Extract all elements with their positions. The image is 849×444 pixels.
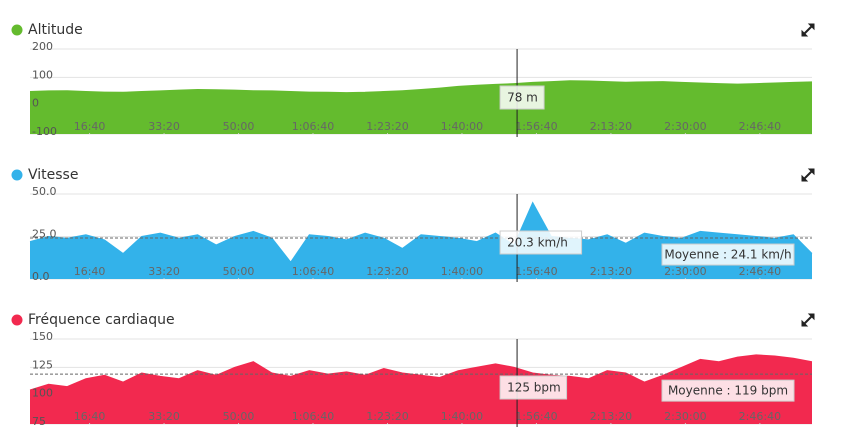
mean-label-box [661, 379, 795, 402]
x-tick-label: 1:23:20 [366, 265, 408, 278]
x-tick-label: 1:40:00 [441, 265, 483, 278]
x-tick-label: 1:23:20 [366, 120, 408, 133]
x-tick-label: 2:30:00 [664, 120, 706, 133]
x-tick-label: 1:06:40 [292, 265, 334, 278]
x-tick-label: 1:56:40 [515, 410, 557, 423]
x-tick-label: 1:06:40 [292, 410, 334, 423]
y-tick-label: -100 [32, 125, 57, 138]
x-tick-label: 2:46:40 [739, 410, 781, 423]
x-tick-label: 1:56:40 [515, 265, 557, 278]
tooltip-text: 125 bpm [507, 381, 561, 395]
tooltip-box [499, 230, 583, 255]
y-tick-label: 25.0 [32, 228, 57, 241]
x-tick-label: 2:13:20 [590, 410, 632, 423]
chart-title: Vitesse [28, 167, 78, 183]
y-tick-label: 150 [32, 330, 53, 343]
expand-button[interactable] [801, 168, 815, 182]
x-tick-label: 50:00 [223, 120, 255, 133]
icon-part [807, 313, 815, 321]
mean-label-box [661, 243, 795, 266]
mean-label: Moyenne : 24.1 km/h [664, 248, 791, 262]
icon-part [807, 23, 815, 31]
legend-dot [11, 24, 23, 36]
tooltip-box [499, 375, 568, 400]
x-tick-label: 1:23:20 [366, 410, 408, 423]
tooltip-box [499, 85, 545, 110]
y-tick-label: 100 [32, 387, 53, 400]
y-tick-label: 0.0 [32, 270, 50, 283]
chart-panel: Altitude -100 0 100 200 16:40 33:20 50:00 1:06:4… [11, 22, 815, 138]
x-tick-label: 1:06:40 [292, 120, 334, 133]
area-line [29, 354, 813, 391]
x-tick-label: 2:30:00 [664, 265, 706, 278]
x-tick-label: 2:30:00 [664, 410, 706, 423]
x-tick-label: 50:00 [223, 265, 255, 278]
x-tick-label: 1:56:40 [515, 120, 557, 133]
y-tick-label: 200 [32, 40, 53, 53]
x-tick-label: 1:40:00 [441, 120, 483, 133]
icon-part [801, 319, 809, 327]
tooltip-text: 20.3 km/h [507, 236, 568, 250]
y-tick-label: 125 [32, 358, 53, 371]
icon-part [801, 29, 809, 37]
chart-panel: Vitesse 0.0 25.0 50.0 16:40 33:20 50:00 1:06:40… [11, 167, 815, 283]
y-tick-label: 0 [32, 97, 39, 110]
x-tick-label: 2:46:40 [739, 120, 781, 133]
icon-part [807, 168, 815, 176]
x-tick-label: 33:20 [148, 410, 180, 423]
area-fill [30, 202, 812, 279]
x-tick-label: 16:40 [74, 410, 106, 423]
tooltip-text: 78 m [507, 91, 538, 105]
x-tick-label: 16:40 [74, 120, 106, 133]
y-tick-label: 100 [32, 68, 53, 81]
area-fill [30, 80, 812, 134]
chart-panel: Fréquence cardiaque 75 100 125 150 16:40 33:20… [11, 312, 815, 428]
legend-dot [11, 314, 23, 326]
x-tick-label: 2:46:40 [739, 265, 781, 278]
legend-dot [11, 169, 23, 181]
x-tick-label: 1:40:00 [441, 410, 483, 423]
y-tick-label: 50.0 [32, 185, 57, 198]
expand-button[interactable] [801, 313, 815, 327]
area-line [29, 80, 813, 94]
x-tick-label: 2:13:20 [590, 265, 632, 278]
x-tick-label: 33:20 [148, 120, 180, 133]
icon-part [801, 174, 809, 182]
x-tick-label: 33:20 [148, 265, 180, 278]
chart-title: Fréquence cardiaque [28, 312, 175, 328]
mean-label: Moyenne : 119 bpm [668, 384, 788, 398]
expand-button[interactable] [801, 23, 815, 37]
y-tick-label: 75 [32, 415, 46, 428]
x-tick-label: 50:00 [223, 410, 255, 423]
x-tick-label: 2:13:20 [590, 120, 632, 133]
chart-title: Altitude [28, 22, 83, 38]
x-tick-label: 16:40 [74, 265, 106, 278]
